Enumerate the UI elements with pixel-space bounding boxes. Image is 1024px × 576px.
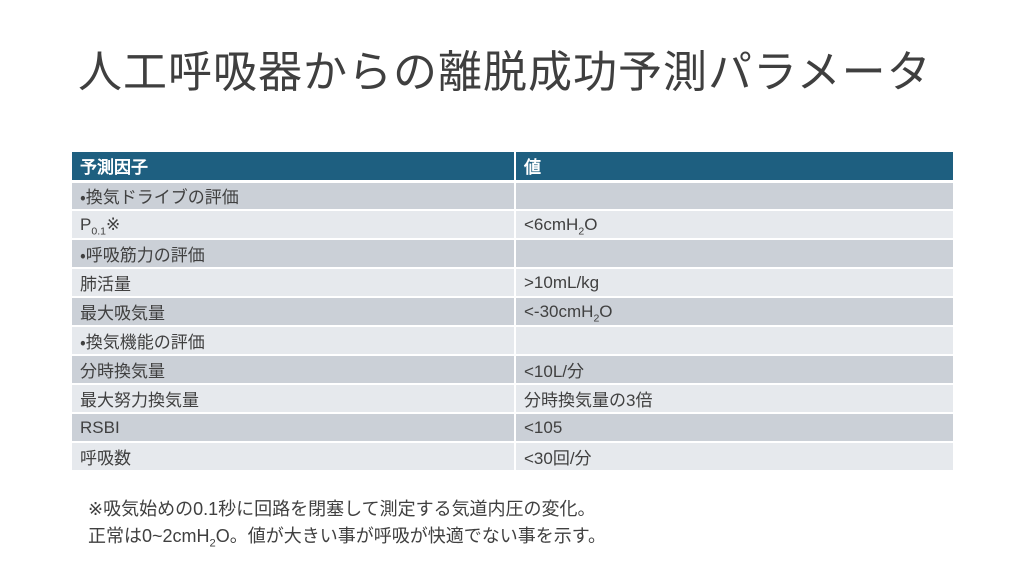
factor-cell: P0.1※ [72,210,516,240]
column-header-value: 値 [515,152,953,183]
table-row: 最大努力換気量 分時換気量の3倍 [72,384,953,414]
value-cell: <30回/分 [515,442,953,472]
table-row: RSBI <105 [72,413,953,443]
table-row: 肺活量 >10mL/kg [72,268,953,298]
factor-cell: ・呼吸筋力の評価 [72,239,516,269]
value-cell [515,239,953,269]
footnote-line: ※吸気始めの0.1秒に回路を閉塞して測定する気道内圧の変化。 [88,499,596,519]
factor-cell: 肺活量 [72,268,516,298]
value-cell: >10mL/kg [515,268,953,298]
table-row: ・換気ドライブの評価 [72,181,953,211]
table-row: ・呼吸筋力の評価 [72,239,953,269]
value-cell: <6cmH2O [515,210,953,240]
factor-cell: ・換気ドライブの評価 [72,181,516,211]
value-cell: <10L/分 [515,355,953,385]
factor-cell: 最大努力換気量 [72,384,516,414]
footnote: ※吸気始めの0.1秒に回路を閉塞して測定する気道内圧の変化。正常は0~2cmH2… [88,496,606,550]
footnote-line: 正常は0~2cmH2O。値が大きい事が呼吸が快適でない事を示す。 [88,526,606,550]
column-header-factor: 予測因子 [72,152,516,183]
factor-cell: ・換気機能の評価 [72,326,516,356]
value-cell: 分時換気量の3倍 [515,384,953,414]
value-cell: <105 [515,413,953,443]
table-row: 分時換気量 <10L/分 [72,355,953,385]
value-cell [515,326,953,356]
table-row: 最大吸気量 <-30cmH2O [72,297,953,327]
table-header-row: 予測因子 値 [72,152,953,183]
parameters-table: 予測因子 値 ・換気ドライブの評価 P0.1※ <6cmH2O ・呼吸筋力の評価 肺活量… [72,152,953,472]
table-row: 呼吸数 <30回/分 [72,442,953,472]
value-cell [515,181,953,211]
table-row: ・換気機能の評価 [72,326,953,356]
factor-cell: 分時換気量 [72,355,516,385]
value-cell: <-30cmH2O [515,297,953,327]
table-row: P0.1※ <6cmH2O [72,210,953,240]
factor-cell: 呼吸数 [72,442,516,472]
factor-cell: RSBI [72,413,516,443]
slide-title: 人工呼吸器からの離脱成功予測パラメータ [78,48,932,97]
factor-cell: 最大吸気量 [72,297,516,327]
